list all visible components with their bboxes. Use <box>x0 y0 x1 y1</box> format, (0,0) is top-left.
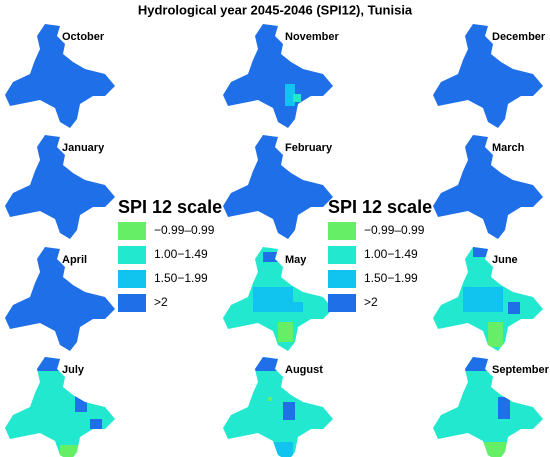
map-cell <box>508 302 520 314</box>
map-cell <box>60 445 80 457</box>
month-label: January <box>62 142 105 154</box>
legend-swatch <box>328 270 356 288</box>
map-cell <box>488 322 503 347</box>
map-cell <box>278 322 293 342</box>
map-panel <box>223 24 333 128</box>
legend-swatch <box>118 222 146 240</box>
month-label: April <box>62 254 87 266</box>
month-label: June <box>492 254 518 266</box>
legend-label: 1.50−1.99 <box>364 271 418 285</box>
legend-label: >2 <box>154 295 168 309</box>
map-region <box>5 357 115 457</box>
legend-label: >2 <box>364 295 378 309</box>
month-label: August <box>285 364 323 376</box>
map-cell <box>283 402 295 420</box>
legend-swatch <box>118 294 146 312</box>
map-panel <box>5 247 115 351</box>
map-panel <box>433 135 543 239</box>
map-cell <box>498 397 510 419</box>
legend-title: SPI 12 scale <box>118 197 222 217</box>
legend-swatch <box>328 294 356 312</box>
legend-title: SPI 12 scale <box>328 197 432 217</box>
figure-title: Hydrological year 2045-2046 (SPI12), Tun… <box>138 2 413 17</box>
month-label: September <box>492 364 550 376</box>
month-label: February <box>285 142 333 154</box>
legend-swatch <box>328 246 356 264</box>
map-cell <box>268 397 272 401</box>
month-label: December <box>492 31 546 43</box>
map-cell <box>285 84 295 106</box>
map-patches <box>285 84 301 106</box>
legend-label: −0.99–0.99 <box>154 223 215 237</box>
map-cell <box>483 442 508 457</box>
map-cell <box>463 287 503 312</box>
month-label: May <box>285 254 307 266</box>
month-label: March <box>492 142 525 154</box>
map-region <box>433 135 543 239</box>
map-cell <box>273 442 293 457</box>
map-patches <box>463 247 520 347</box>
map-panel <box>5 357 115 457</box>
legend-swatch <box>118 270 146 288</box>
month-label: November <box>285 31 340 43</box>
month-label: October <box>62 31 105 43</box>
legend-swatch <box>328 222 356 240</box>
map-cell <box>293 302 303 312</box>
legend-label: 1.00−1.49 <box>364 247 418 261</box>
month-label: July <box>62 364 85 376</box>
map-cell <box>293 94 301 102</box>
map-panel <box>433 247 543 351</box>
legend-swatch <box>118 246 146 264</box>
map-cell <box>473 247 491 257</box>
map-patches <box>253 252 303 342</box>
map-cell <box>263 252 278 262</box>
map-region <box>5 247 115 351</box>
map-cell <box>90 419 102 429</box>
legend-label: −0.99–0.99 <box>364 223 425 237</box>
map-cell <box>253 287 293 312</box>
map-cell <box>75 382 87 412</box>
legend-label: 1.50−1.99 <box>154 271 208 285</box>
map-cell <box>253 357 288 371</box>
legend-label: 1.00−1.49 <box>154 247 208 261</box>
map-panel <box>223 247 333 351</box>
